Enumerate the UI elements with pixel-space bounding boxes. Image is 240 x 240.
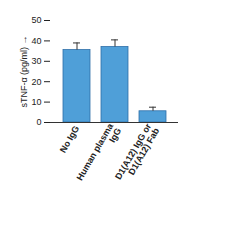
svg-text:0: 0 <box>36 117 41 127</box>
svg-text:50: 50 <box>31 15 41 25</box>
svg-text:10: 10 <box>31 97 41 107</box>
svg-text:40: 40 <box>31 36 41 46</box>
svg-text:No IgG: No IgG <box>58 124 81 155</box>
svg-text:D1(A12) IgG orD1(A12) Fab: D1(A12) IgG orD1(A12) Fab <box>113 121 161 186</box>
svg-text:30: 30 <box>31 56 41 66</box>
svg-text:20: 20 <box>31 77 41 87</box>
svg-text:sTNF-α (pg/ml) →: sTNF-α (pg/ml) → <box>19 35 29 107</box>
